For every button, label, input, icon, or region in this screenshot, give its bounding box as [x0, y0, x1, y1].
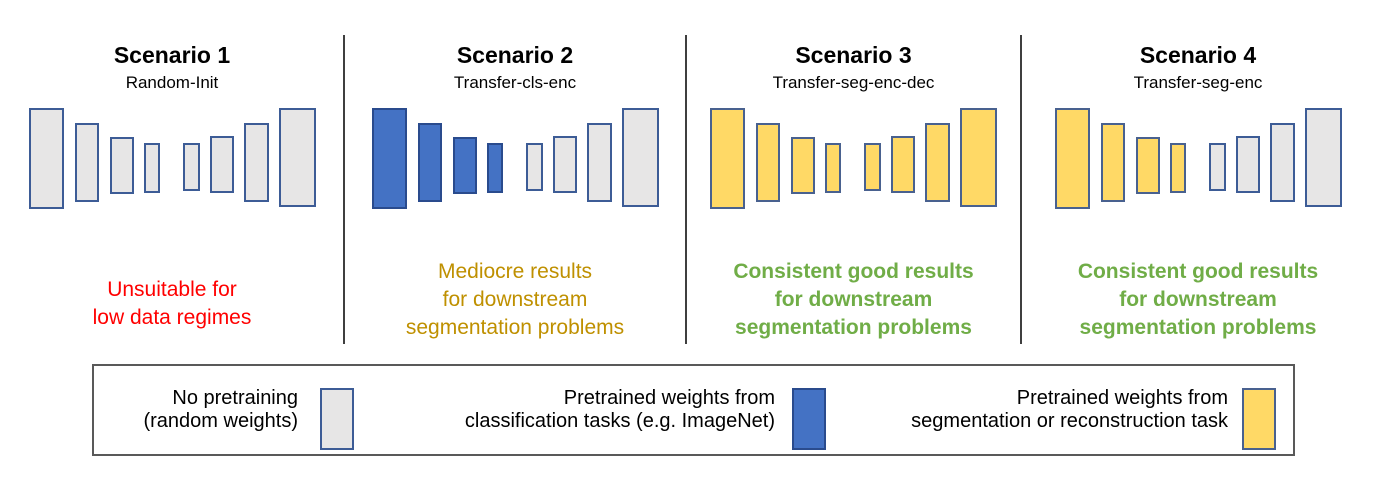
network-bar-gray	[29, 108, 64, 209]
scenario-subtitle: Transfer-seg-enc-dec	[772, 73, 935, 92]
network-bar-gray	[110, 137, 134, 194]
legend-label: No pretraining (random weights)	[143, 387, 298, 432]
scenario-title: Scenario 3	[795, 42, 912, 68]
scenario-message: Consistent good results for downstream s…	[733, 260, 974, 339]
network-bars-group	[1021, 0, 1375, 360]
network-bar-gray	[587, 123, 612, 202]
network-bar-gray	[1209, 143, 1226, 191]
panel-divider	[343, 35, 345, 344]
network-bar-yellow	[710, 108, 745, 209]
scenario-message: Consistent good results for downstream s…	[1077, 260, 1319, 339]
network-bar-yellow	[1136, 137, 1160, 194]
network-bar-yellow	[791, 137, 815, 194]
scenario-subtitle: Transfer-seg-enc	[1133, 73, 1263, 92]
legend-swatch-blue	[792, 388, 826, 450]
legend-box: No pretraining (random weights) Pretrain…	[92, 364, 1295, 456]
network-bars-group	[0, 0, 344, 360]
network-bar-yellow	[891, 136, 915, 193]
scenario-panel-2: Scenario 2 Transfer-cls-enc Mediocre res…	[344, 0, 686, 360]
scenario-message: Mediocre results for downstream segmenta…	[405, 260, 625, 339]
scenario-subtitle: Transfer-cls-enc	[453, 73, 577, 92]
network-bar-yellow	[925, 123, 950, 202]
network-bar-gray	[183, 143, 200, 191]
network-bar-yellow	[960, 108, 997, 207]
network-bars-group	[686, 0, 1021, 360]
network-bar-yellow	[1055, 108, 1090, 209]
scenario-panel-1: Scenario 1 Random-Init Unsuitable for lo…	[0, 0, 344, 360]
legend-label: Pretrained weights from classification t…	[464, 387, 775, 432]
network-bar-gray	[622, 108, 659, 207]
network-bar-yellow	[864, 143, 881, 191]
network-bar-gray	[279, 108, 316, 207]
network-bar-gray	[244, 123, 269, 202]
network-bar-yellow	[756, 123, 780, 202]
scenario-title: Scenario 4	[1139, 42, 1257, 68]
network-bar-gray	[1305, 108, 1342, 207]
scenario-message: Unsuitable for low data regimes	[92, 278, 252, 329]
scenario-panel-3: Scenario 3 Transfer-seg-enc-dec Consiste…	[686, 0, 1021, 360]
legend-swatch-gray	[320, 388, 354, 450]
scenario-panel-4: Scenario 4 Transfer-seg-enc Consistent g…	[1021, 0, 1375, 360]
network-bar-gray	[210, 136, 234, 193]
scenario-title: Scenario 2	[456, 42, 574, 68]
network-bar-blue	[453, 137, 477, 194]
legend-label: Pretrained weights from segmentation or …	[911, 387, 1228, 432]
network-bar-blue	[372, 108, 407, 209]
network-bar-blue	[487, 143, 503, 193]
panel-divider	[685, 35, 687, 344]
network-bar-blue	[418, 123, 442, 202]
network-bar-yellow	[1101, 123, 1125, 202]
network-bars-group	[344, 0, 686, 360]
scenario-subtitle: Random-Init	[125, 73, 219, 92]
network-bar-gray	[1270, 123, 1295, 202]
network-bar-yellow	[1170, 143, 1186, 193]
network-bar-gray	[144, 143, 160, 193]
legend-swatch-yellow	[1242, 388, 1276, 450]
panel-divider	[1020, 35, 1022, 344]
network-bar-gray	[553, 136, 577, 193]
network-bar-yellow	[825, 143, 841, 193]
scenario-title: Scenario 1	[113, 42, 231, 68]
network-bar-gray	[1236, 136, 1260, 193]
network-bar-gray	[526, 143, 543, 191]
network-bar-gray	[75, 123, 99, 202]
